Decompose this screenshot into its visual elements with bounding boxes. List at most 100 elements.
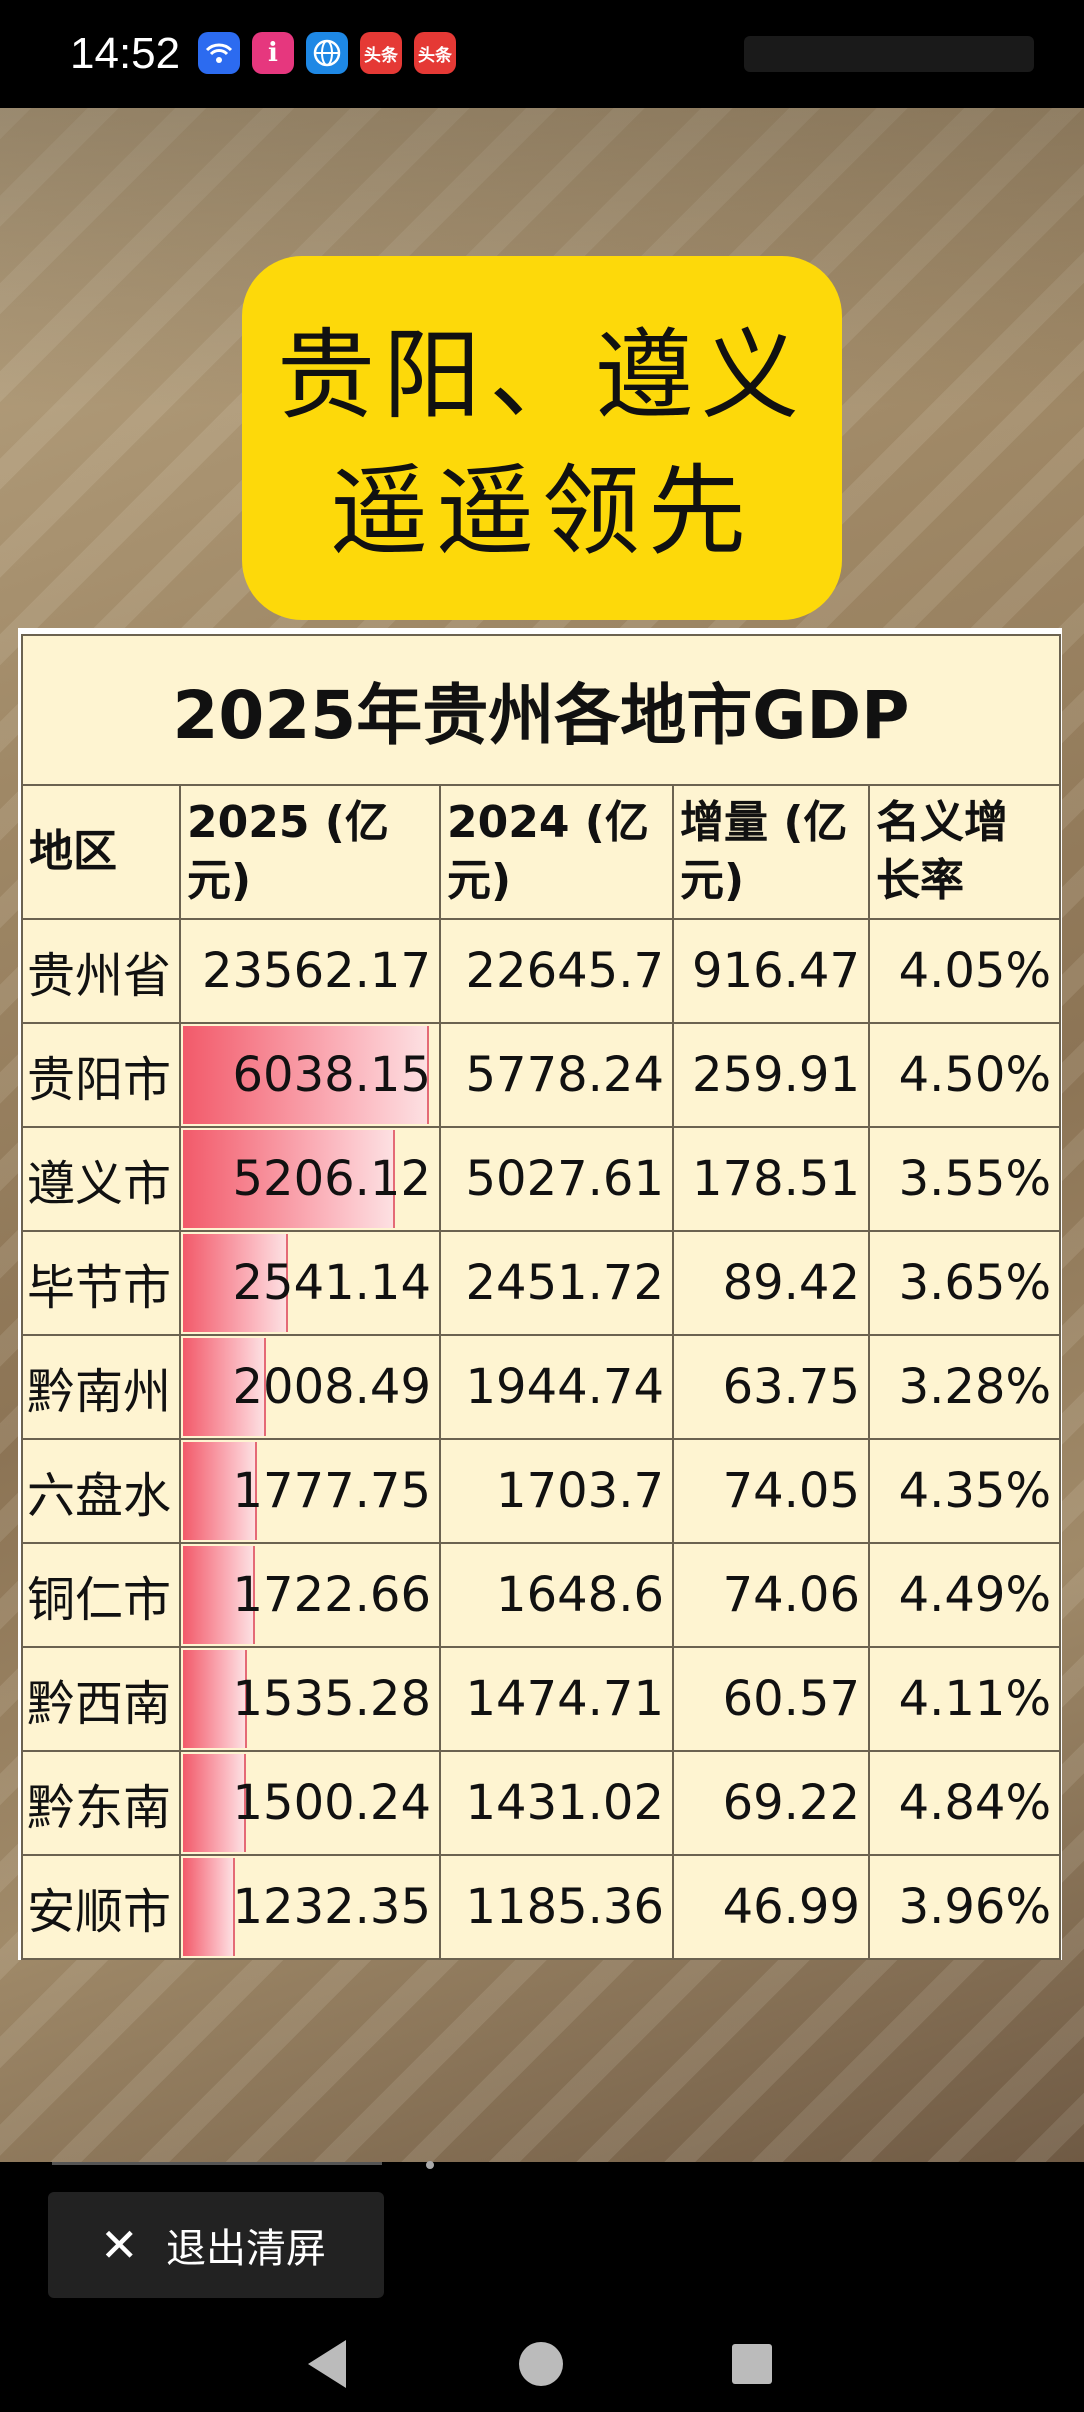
table-title: 2025年贵州各地市GDP: [20, 634, 1062, 786]
close-icon: ✕: [100, 2218, 139, 2272]
table-body: 贵州省 23562.17 22645.7 916.47 4.05% 贵阳市 6038.15 5…: [21, 918, 1062, 1960]
region-cell: 黔南州: [21, 1334, 181, 1440]
data-bar: [183, 1650, 247, 1748]
table-row: 黔西南 1535.28 1474.71 60.57 4.11%: [21, 1646, 1062, 1752]
header-text: 元): [680, 855, 745, 906]
increase-cell: 178.51: [672, 1126, 870, 1232]
region-cell: 黔西南: [21, 1646, 181, 1752]
increase-cell: 916.47: [672, 918, 870, 1024]
region-cell: 安顺市: [21, 1854, 181, 1960]
gdp-table-container: 2025年贵州各地市GDP 地区 2025 (亿 元) 2024 (亿 元) 增量 (亿元…: [18, 628, 1062, 1960]
increase-cell: 259.91: [672, 1022, 870, 1128]
region-cell: 毕节市: [21, 1230, 181, 1336]
growth-cell: 3.55%: [867, 1126, 1062, 1232]
header-cell-1: 2025 (亿 元): [179, 784, 441, 920]
video-progress-bar[interactable]: [52, 2161, 434, 2169]
gdp2025-value: 1777.75: [232, 1463, 432, 1519]
gdp2025-value: 6038.15: [232, 1047, 432, 1103]
gdp2025-cell: 2008.49: [179, 1334, 441, 1440]
gdp2024-cell: 5027.61: [439, 1126, 674, 1232]
growth-cell: 3.96%: [867, 1854, 1062, 1960]
data-bar: [183, 1026, 429, 1124]
browser-globe-icon: [306, 32, 348, 74]
wifi-icon: [198, 32, 240, 74]
growth-cell: 3.65%: [867, 1230, 1062, 1336]
increase-cell: 69.22: [672, 1750, 870, 1856]
gdp2025-value: 23562.17: [201, 943, 431, 999]
increase-cell: 74.05: [672, 1438, 870, 1544]
region-cell: 六盘水: [21, 1438, 181, 1544]
data-bar: [183, 1754, 246, 1852]
growth-cell: 4.84%: [867, 1750, 1062, 1856]
increase-cell: 60.57: [672, 1646, 870, 1752]
header-cell-2: 2024 (亿 元): [439, 784, 674, 920]
gdp2025-value: 2008.49: [232, 1359, 432, 1415]
data-bar: [183, 1130, 395, 1228]
table-row: 贵阳市 6038.15 5778.24 259.91 4.50%: [21, 1022, 1062, 1128]
header-text: 2025 (亿: [187, 797, 389, 848]
gdp2024-cell: 1431.02: [439, 1750, 674, 1856]
gdp-table: 2025年贵州各地市GDP 地区 2025 (亿 元) 2024 (亿 元) 增量 (亿元…: [20, 634, 1062, 1960]
gdp2025-value: 1232.35: [232, 1879, 432, 1935]
header-text: 元): [187, 855, 252, 906]
increase-cell: 63.75: [672, 1334, 870, 1440]
increase-cell: 74.06: [672, 1542, 870, 1648]
header-cell-3: 增量 (亿 元): [672, 784, 870, 920]
gdp2025-cell: 1232.35: [179, 1854, 441, 1960]
growth-cell: 4.11%: [867, 1646, 1062, 1752]
gdp2025-cell: 1777.75: [179, 1438, 441, 1544]
data-bar: [183, 1858, 235, 1956]
back-icon[interactable]: [308, 2340, 346, 2388]
gdp2024-cell: 1944.74: [439, 1334, 674, 1440]
gdp2024-cell: 5778.24: [439, 1022, 674, 1128]
region-cell: 贵州省: [21, 918, 181, 1024]
recent-apps-icon[interactable]: [732, 2344, 772, 2384]
gdp2024-cell: 22645.7: [439, 918, 674, 1024]
gdp2025-value: 1722.66: [232, 1567, 432, 1623]
table-row: 六盘水 1777.75 1703.7 74.05 4.35%: [21, 1438, 1062, 1544]
table-row: 铜仁市 1722.66 1648.6 74.06 4.49%: [21, 1542, 1062, 1648]
image-content[interactable]: 贵阳、遵义 遥遥领先 2025年贵州各地市GDP 地区 2025 (亿 元) 2024…: [0, 108, 1084, 2162]
region-cell: 贵阳市: [21, 1022, 181, 1128]
table-header-row: 地区 2025 (亿 元) 2024 (亿 元) 增量 (亿 元) 名义增 长率: [21, 784, 1062, 920]
table-row: 黔东南 1500.24 1431.02 69.22 4.84%: [21, 1750, 1062, 1856]
region-cell: 黔东南: [21, 1750, 181, 1856]
gdp2024-cell: 1474.71: [439, 1646, 674, 1752]
gdp2025-cell: 2541.14: [179, 1230, 441, 1336]
title-line-2: 遥遥领先: [329, 455, 754, 569]
gdp2025-cell: 1722.66: [179, 1542, 441, 1648]
header-cell-0: 地区: [21, 784, 181, 920]
toutiao-icon-2: 头条: [414, 32, 456, 74]
gdp2024-cell: 1703.7: [439, 1438, 674, 1544]
growth-cell: 4.49%: [867, 1542, 1062, 1648]
data-bar: [183, 1234, 288, 1332]
header-text: 长率: [876, 855, 964, 906]
status-time: 14:52: [70, 29, 181, 78]
data-bar: [183, 1442, 257, 1540]
growth-cell: 4.50%: [867, 1022, 1062, 1128]
header-text: 名义增: [876, 797, 1008, 848]
header-text: 地区: [29, 826, 117, 877]
table-row: 遵义市 5206.12 5027.61 178.51 3.55%: [21, 1126, 1062, 1232]
gdp2025-cell: 5206.12: [179, 1126, 441, 1232]
gdp2025-cell: 1500.24: [179, 1750, 441, 1856]
growth-cell: 3.28%: [867, 1334, 1062, 1440]
header-cell-4: 名义增 长率: [867, 784, 1062, 920]
status-indicators: [744, 36, 1034, 72]
bottom-area: ✕ 退出清屏: [0, 2161, 1084, 2412]
header-text: 元): [447, 855, 512, 906]
gdp2025-cell: 6038.15: [179, 1022, 441, 1128]
gdp2024-cell: 2451.72: [439, 1230, 674, 1336]
table-row: 毕节市 2541.14 2451.72 89.42 3.65%: [21, 1230, 1062, 1336]
app-i-icon: i: [252, 32, 294, 74]
exit-clean-screen-button[interactable]: ✕ 退出清屏: [48, 2192, 384, 2298]
table-row: 安顺市 1232.35 1185.36 46.99 3.96%: [21, 1854, 1062, 1960]
gdp2025-value: 1500.24: [232, 1775, 432, 1831]
title-card: 贵阳、遵义 遥遥领先: [242, 256, 842, 620]
home-icon[interactable]: [519, 2342, 563, 2386]
gdp2024-cell: 1185.36: [439, 1854, 674, 1960]
gdp2025-value: 2541.14: [232, 1255, 432, 1311]
increase-cell: 46.99: [672, 1854, 870, 1960]
progress-handle[interactable]: [426, 2161, 434, 2169]
status-bar: 14:52 i 头条 头条: [0, 0, 1084, 108]
